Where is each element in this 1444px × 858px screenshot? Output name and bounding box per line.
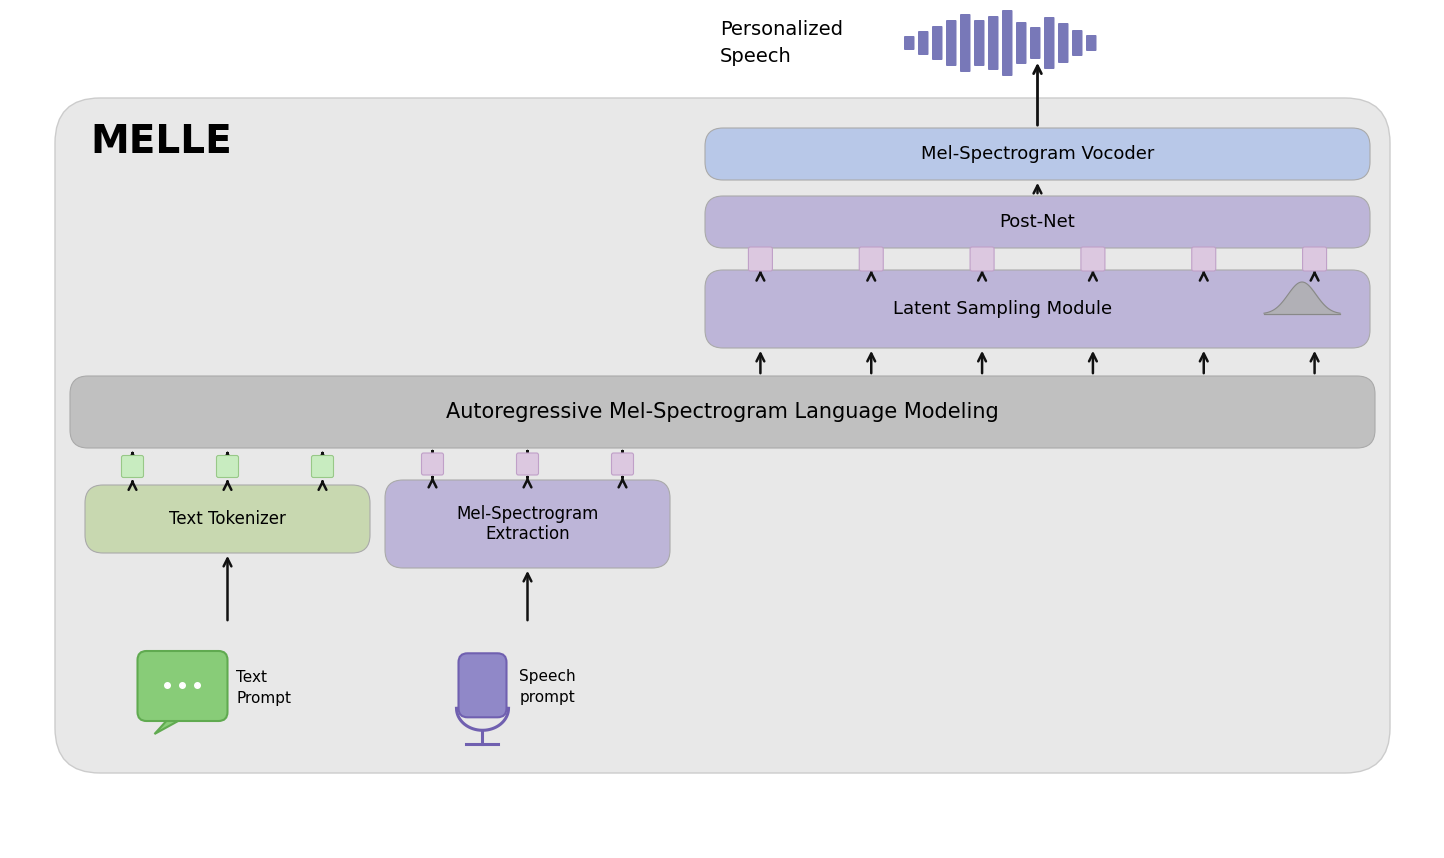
FancyBboxPatch shape xyxy=(988,16,998,70)
FancyBboxPatch shape xyxy=(459,653,507,717)
FancyBboxPatch shape xyxy=(705,196,1370,248)
FancyBboxPatch shape xyxy=(217,456,238,478)
FancyBboxPatch shape xyxy=(975,20,985,66)
FancyBboxPatch shape xyxy=(1302,247,1327,271)
FancyBboxPatch shape xyxy=(85,485,370,553)
FancyBboxPatch shape xyxy=(705,128,1370,180)
Text: Personalized
Speech: Personalized Speech xyxy=(721,21,843,66)
FancyBboxPatch shape xyxy=(1017,22,1027,64)
Text: Autoregressive Mel-Spectrogram Language Modeling: Autoregressive Mel-Spectrogram Language … xyxy=(446,402,999,422)
FancyBboxPatch shape xyxy=(121,456,143,478)
FancyBboxPatch shape xyxy=(918,31,928,55)
FancyBboxPatch shape xyxy=(69,376,1375,448)
FancyBboxPatch shape xyxy=(611,453,634,475)
FancyBboxPatch shape xyxy=(1086,35,1096,51)
FancyBboxPatch shape xyxy=(1058,23,1069,63)
Text: Text
Prompt: Text Prompt xyxy=(237,670,292,706)
FancyBboxPatch shape xyxy=(422,453,443,475)
FancyBboxPatch shape xyxy=(1191,247,1216,271)
FancyBboxPatch shape xyxy=(748,247,773,271)
FancyBboxPatch shape xyxy=(859,247,884,271)
Text: MELLE: MELLE xyxy=(90,123,231,161)
FancyBboxPatch shape xyxy=(1071,30,1083,56)
Text: Post-Net: Post-Net xyxy=(999,213,1076,231)
FancyBboxPatch shape xyxy=(137,651,228,721)
Text: Speech
prompt: Speech prompt xyxy=(520,669,576,705)
FancyBboxPatch shape xyxy=(960,14,970,72)
FancyBboxPatch shape xyxy=(55,98,1391,773)
FancyBboxPatch shape xyxy=(312,456,334,478)
Text: Mel-Spectrogram Vocoder: Mel-Spectrogram Vocoder xyxy=(921,145,1154,163)
FancyBboxPatch shape xyxy=(970,247,993,271)
Text: Latent Sampling Module: Latent Sampling Module xyxy=(892,300,1112,318)
FancyBboxPatch shape xyxy=(931,26,943,60)
Text: Mel-Spectrogram
Extraction: Mel-Spectrogram Extraction xyxy=(456,505,599,543)
FancyBboxPatch shape xyxy=(1030,27,1041,59)
FancyBboxPatch shape xyxy=(946,20,956,66)
FancyBboxPatch shape xyxy=(386,480,670,568)
FancyBboxPatch shape xyxy=(1082,247,1105,271)
FancyBboxPatch shape xyxy=(705,270,1370,348)
FancyBboxPatch shape xyxy=(1044,17,1054,69)
FancyBboxPatch shape xyxy=(904,36,914,50)
FancyBboxPatch shape xyxy=(517,453,539,475)
Polygon shape xyxy=(155,712,195,734)
Text: Text Tokenizer: Text Tokenizer xyxy=(169,510,286,528)
FancyBboxPatch shape xyxy=(1002,10,1012,76)
